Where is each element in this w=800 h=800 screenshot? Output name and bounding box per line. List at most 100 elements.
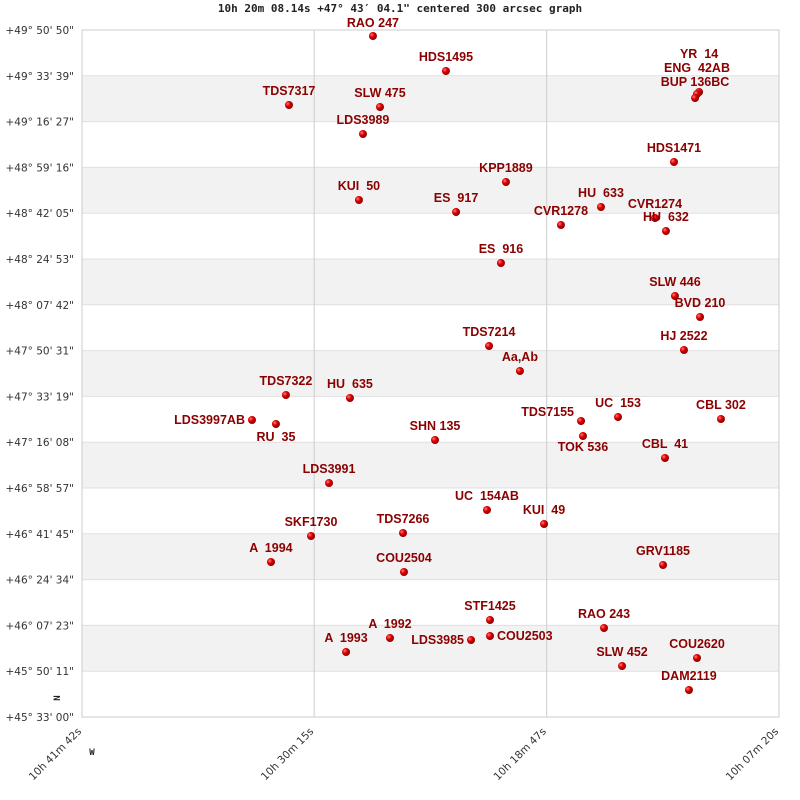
star-label: KPP1889 xyxy=(479,161,533,175)
y-tick-label: +47° 33' 19" xyxy=(5,391,74,403)
star-marker[interactable] xyxy=(716,414,725,423)
star-marker[interactable] xyxy=(600,623,609,632)
x-axis-ticks: 10h 41m 42s 10h 30m 15s 10h 18m 47s 10h 07m… xyxy=(27,726,781,783)
y-tick-label: +48° 59' 16" xyxy=(5,162,74,174)
y-tick-label: +49° 16' 27" xyxy=(5,117,74,129)
star-marker[interactable] xyxy=(577,416,586,425)
star-label: LDS3985 xyxy=(411,633,464,647)
star-label: HJ 2522 xyxy=(660,329,707,343)
y-tick-label: +46° 24' 34" xyxy=(5,575,74,587)
y-axis-ticks: +49° 50' 50" +49° 33' 39" +49° 16' 27" +48°… xyxy=(5,25,74,724)
star-marker[interactable] xyxy=(467,636,476,645)
star-label: CVR1278 xyxy=(534,204,588,218)
star-label: ES 916 xyxy=(479,242,524,256)
star-label: TDS7155 xyxy=(521,405,574,419)
star-marker[interactable] xyxy=(342,647,351,656)
star-marker[interactable] xyxy=(486,631,495,640)
star-marker[interactable] xyxy=(651,214,660,223)
x-tick-label: 10h 18m 47s xyxy=(491,726,548,783)
star-marker[interactable] xyxy=(486,616,495,625)
y-tick-label: +46° 41' 45" xyxy=(5,529,74,541)
star-marker[interactable] xyxy=(669,158,678,167)
star-label: LDS3991 xyxy=(303,462,356,476)
star-marker[interactable] xyxy=(368,31,377,40)
band xyxy=(82,350,779,397)
star-label: RAO 243 xyxy=(578,607,630,621)
star-marker[interactable] xyxy=(540,520,549,529)
west-marker: W xyxy=(89,748,95,758)
star-label: RAO 247 xyxy=(347,16,399,30)
star-label: SLW 446 xyxy=(649,275,700,289)
star-label: KUI 49 xyxy=(523,503,565,517)
star-marker[interactable] xyxy=(325,478,334,487)
star-label: KUI 50 xyxy=(338,179,380,193)
star-marker[interactable] xyxy=(660,454,669,463)
star-marker[interactable] xyxy=(659,560,668,569)
star-marker[interactable] xyxy=(354,196,363,205)
star-marker[interactable] xyxy=(618,662,627,671)
star-marker[interactable] xyxy=(661,227,670,236)
x-tick-label: 10h 41m 42s xyxy=(27,726,84,783)
x-tick-label: 10h 30m 15s xyxy=(259,726,316,783)
star-marker[interactable] xyxy=(679,345,688,354)
star-marker[interactable] xyxy=(501,178,510,187)
star-label: BVD 210 xyxy=(675,296,726,310)
star-label: A 1994 xyxy=(249,541,292,555)
star-marker[interactable] xyxy=(431,436,440,445)
star-marker[interactable] xyxy=(684,685,693,694)
star-marker[interactable] xyxy=(485,342,494,351)
star-marker[interactable] xyxy=(398,529,407,538)
star-marker[interactable] xyxy=(271,420,280,429)
y-tick-label: +48° 07' 42" xyxy=(5,300,74,312)
band xyxy=(82,533,779,580)
chart-title: 10h 20m 08.14s +47° 43′ 04.1" centered 3… xyxy=(218,2,582,15)
star-marker[interactable] xyxy=(452,207,461,216)
star-label: BUP 136BC xyxy=(661,75,730,89)
star-marker[interactable] xyxy=(496,258,505,267)
star-marker[interactable] xyxy=(441,67,450,76)
star-marker[interactable] xyxy=(596,202,605,211)
y-tick-label: +48° 42' 05" xyxy=(5,208,74,220)
star-label: HU 632 xyxy=(643,210,689,224)
star-marker[interactable] xyxy=(266,558,275,567)
star-marker[interactable] xyxy=(696,313,705,322)
star-marker[interactable] xyxy=(385,634,394,643)
star-marker[interactable] xyxy=(515,367,524,376)
band xyxy=(82,75,779,122)
star-label: UC 153 xyxy=(595,396,641,410)
background-bands xyxy=(82,75,779,672)
y-tick-label: +49° 33' 39" xyxy=(5,71,74,83)
x-tick-label: 10h 07m 20s xyxy=(724,726,781,783)
star-marker[interactable] xyxy=(399,567,408,576)
star-marker[interactable] xyxy=(247,416,256,425)
star-label: YR 14 xyxy=(680,47,718,61)
band xyxy=(82,625,779,672)
star-marker[interactable] xyxy=(281,391,290,400)
star-label: A 1993 xyxy=(324,631,367,645)
star-label: TDS7322 xyxy=(260,374,313,388)
star-marker[interactable] xyxy=(376,102,385,111)
star-label: LDS3989 xyxy=(337,113,390,127)
band xyxy=(82,259,779,305)
star-label: GRV1185 xyxy=(636,544,690,558)
star-marker[interactable] xyxy=(692,654,701,663)
star-marker[interactable] xyxy=(284,100,293,109)
star-label: CBL 41 xyxy=(642,437,688,451)
star-marker[interactable] xyxy=(556,220,565,229)
star-marker[interactable] xyxy=(670,291,679,300)
star-marker[interactable] xyxy=(578,431,587,440)
star-label: ENG 42AB xyxy=(664,61,730,75)
y-tick-label: +47° 16' 08" xyxy=(5,437,74,449)
star-marker[interactable] xyxy=(691,94,700,103)
star-label: COU2504 xyxy=(376,551,432,565)
star-label: TDS7266 xyxy=(377,512,430,526)
star-marker[interactable] xyxy=(614,413,623,422)
star-marker[interactable] xyxy=(345,394,354,403)
star-label: ES 917 xyxy=(434,191,479,205)
star-marker[interactable] xyxy=(307,531,316,540)
star-marker[interactable] xyxy=(358,129,367,138)
star-marker[interactable] xyxy=(482,505,491,514)
star-label: TDS7317 xyxy=(263,84,316,98)
y-tick-label: +46° 58' 57" xyxy=(5,483,74,495)
star-labels: RAO 247 HDS1495 TDS7317 SLW 475 LDS3989 YR 14… xyxy=(174,16,746,683)
